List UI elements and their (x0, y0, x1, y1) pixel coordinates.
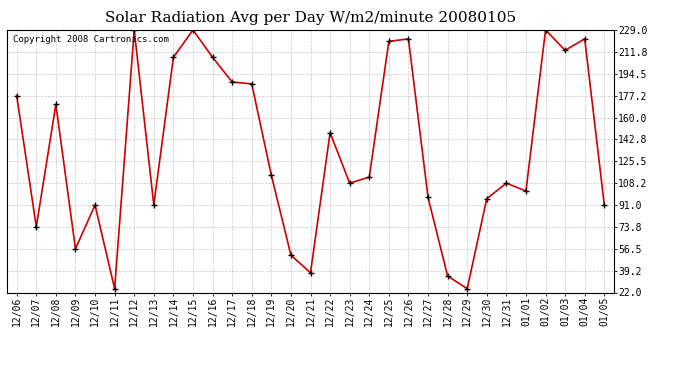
Text: Solar Radiation Avg per Day W/m2/minute 20080105: Solar Radiation Avg per Day W/m2/minute … (105, 11, 516, 25)
Text: Copyright 2008 Cartronics.com: Copyright 2008 Cartronics.com (13, 35, 169, 44)
